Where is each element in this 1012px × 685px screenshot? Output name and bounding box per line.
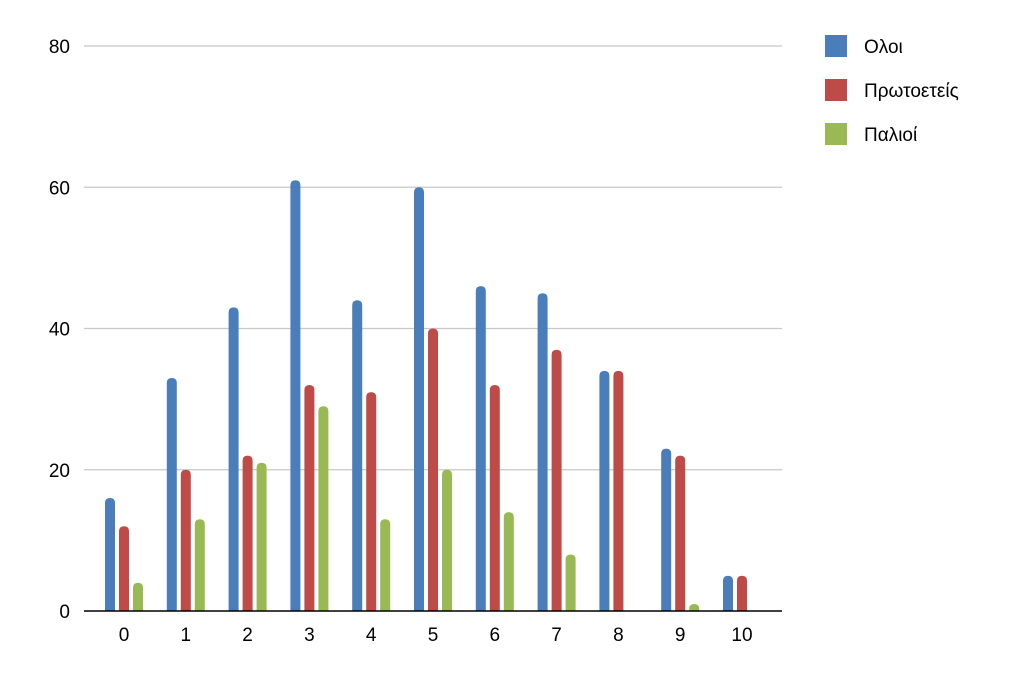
- x-tick-label: 3: [304, 625, 315, 646]
- bar-0-series-2: [119, 526, 129, 611]
- bar-7-series-2: [551, 349, 562, 611]
- legend-item-2: Πρωτοετείς: [825, 79, 959, 102]
- bar-10-series-1: [723, 575, 733, 611]
- bar-7-series-3: [565, 554, 576, 611]
- x-tick-label: 10: [731, 625, 752, 646]
- bar-8-series-1: [599, 370, 610, 611]
- bar-2-series-1: [228, 307, 239, 611]
- bar-5-series-2: [428, 328, 438, 611]
- bar-9-series-3: [689, 603, 700, 611]
- axes: 0 20 40 60 80 0 1 2 3 4 5 6 7 8 9 10: [49, 37, 782, 646]
- x-tick-label: 0: [119, 625, 130, 646]
- legend-label: Παλιοί: [864, 125, 918, 146]
- legend-item-3: Παλιοί: [825, 123, 918, 146]
- bar-3-series-2: [304, 385, 315, 611]
- x-tick-label: 9: [675, 625, 686, 646]
- bar-7-series-1: [537, 293, 548, 611]
- bar-1-series-1: [166, 377, 177, 611]
- x-tick-label: 4: [366, 625, 377, 646]
- bar-5-series-3: [442, 469, 452, 611]
- legend-swatch: [825, 123, 847, 145]
- y-tick-label: 0: [59, 602, 70, 623]
- x-tick-label: 6: [490, 625, 501, 646]
- bar-4-series-2: [366, 392, 377, 611]
- legend-label: Πρωτοετείς: [864, 81, 959, 102]
- y-tick-label: 20: [49, 461, 70, 482]
- bar-3-series-1: [290, 180, 301, 611]
- x-tick-label: 2: [242, 625, 253, 646]
- bar-2-series-3: [256, 462, 267, 611]
- x-tick-label: 5: [428, 625, 439, 646]
- bar-5-series-1: [414, 187, 424, 611]
- bar-3-series-3: [318, 406, 329, 611]
- bar-10-series-2: [737, 575, 747, 611]
- bars: [105, 180, 747, 611]
- bar-8-series-2: [613, 370, 624, 611]
- x-tick-label: 1: [181, 625, 192, 646]
- bar-4-series-1: [352, 300, 363, 611]
- bar-4-series-3: [380, 519, 391, 611]
- y-tick-label: 40: [49, 320, 70, 341]
- bar-9-series-2: [675, 455, 686, 611]
- x-tick-label: 8: [613, 625, 624, 646]
- bar-6-series-3: [503, 512, 514, 611]
- bar-2-series-2: [242, 455, 253, 611]
- bar-1-series-2: [180, 469, 191, 611]
- legend-label: Ολοι: [864, 37, 903, 58]
- bar-0-series-3: [133, 582, 143, 611]
- bar-6-series-1: [475, 286, 486, 611]
- y-tick-label: 60: [49, 178, 70, 199]
- bar-9-series-1: [661, 448, 672, 611]
- legend-swatch: [825, 79, 847, 101]
- y-tick-label: 80: [49, 37, 70, 58]
- x-tick-label: 7: [551, 625, 562, 646]
- bar-0-series-1: [105, 498, 115, 611]
- legend-swatch: [825, 35, 847, 57]
- bar-1-series-3: [194, 519, 205, 611]
- bar-6-series-2: [489, 385, 500, 611]
- legend-item-1: Ολοι: [825, 35, 903, 58]
- legend: Ολοι Πρωτοετείς Παλιοί: [825, 35, 959, 146]
